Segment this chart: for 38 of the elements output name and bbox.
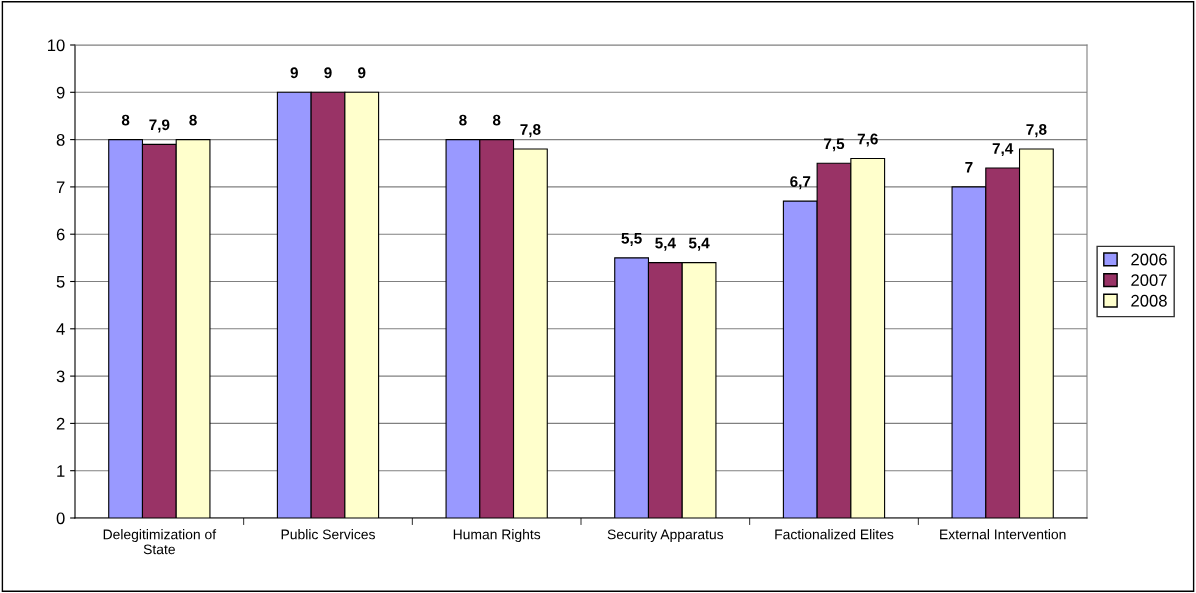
data-label: 8 <box>189 114 197 126</box>
x-tick-label: Public Services <box>281 529 375 540</box>
data-label: 5,5 <box>621 233 642 246</box>
data-label: 9 <box>324 67 332 79</box>
x-tick-label: Security Apparatus <box>607 529 724 543</box>
y-tick-label: 5 <box>56 276 65 288</box>
data-label: 7,6 <box>857 133 878 147</box>
y-tick-label: 0 <box>56 512 65 525</box>
y-tick-label: 3 <box>56 370 65 383</box>
legend-label: 2008 <box>1131 294 1167 307</box>
data-label: 6,7 <box>790 176 811 190</box>
data-label: 7,8 <box>520 124 541 138</box>
y-tick-label: 10 <box>48 39 65 52</box>
data-label: 9 <box>290 67 298 79</box>
data-label: 7,8 <box>1026 124 1047 138</box>
legend-label: 2007 <box>1131 274 1167 287</box>
data-label: 9 <box>358 67 366 79</box>
y-tick-label: 7 <box>56 181 65 193</box>
legend-label: 2006 <box>1131 253 1167 266</box>
data-label: 8 <box>492 114 501 126</box>
data-label: 7,4 <box>992 143 1014 157</box>
data-label: 7,5 <box>824 138 845 152</box>
x-tick-label: External Intervention <box>940 529 1066 540</box>
x-tick-label: Human Rights <box>453 529 541 543</box>
data-label: 7 <box>965 162 973 173</box>
data-label: 5,4 <box>688 237 710 251</box>
y-tick-label: 8 <box>56 134 65 146</box>
data-label: 8 <box>121 114 130 126</box>
y-tick-label: 2 <box>56 417 65 430</box>
y-tick-label: 4 <box>56 323 65 335</box>
x-tick-label: Delegitimization of State <box>103 529 217 555</box>
y-tick-label: 6 <box>56 228 65 241</box>
y-tick-label: 9 <box>56 86 65 99</box>
x-tick-label: Factionalized Elites <box>775 529 894 540</box>
data-label: 7,9 <box>149 119 170 133</box>
data-label: 8 <box>459 114 467 126</box>
data-label: 5,4 <box>655 237 676 251</box>
y-tick-label: 1 <box>57 465 65 477</box>
